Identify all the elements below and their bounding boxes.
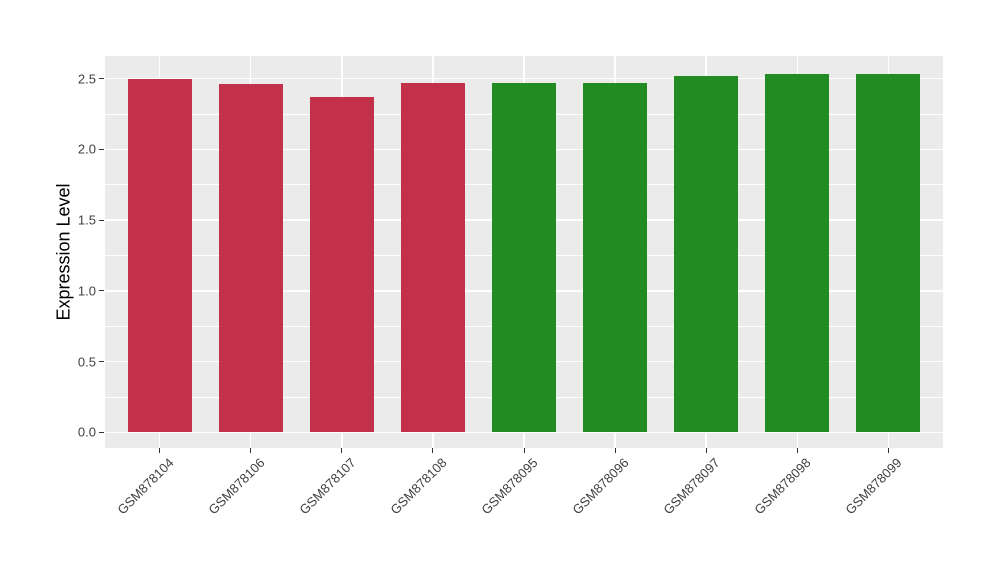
- y-tick-label: 2.0: [77, 141, 96, 157]
- bar: [583, 82, 647, 433]
- y-tick-label: 1.5: [77, 212, 96, 228]
- x-tick-mark: [341, 448, 343, 453]
- plot-panel: [105, 56, 943, 448]
- y-tick-mark: [99, 78, 104, 80]
- bar: [856, 74, 921, 433]
- bar: [401, 82, 465, 433]
- x-tick-label: GSM878098: [751, 455, 814, 518]
- x-tick-mark: [432, 448, 434, 453]
- y-axis-title: Expression Level: [53, 183, 74, 321]
- y-tick-label: 0.5: [77, 354, 96, 370]
- x-tick-mark: [705, 448, 707, 453]
- y-tick-mark: [99, 219, 104, 221]
- y-tick-mark: [99, 290, 104, 292]
- y-tick-mark: [99, 148, 104, 150]
- x-tick-label: GSM878106: [205, 455, 268, 518]
- x-tick-mark: [887, 448, 889, 453]
- x-tick-mark: [796, 448, 798, 453]
- bar: [492, 82, 556, 433]
- x-tick-label: GSM878099: [842, 455, 905, 518]
- bar: [218, 84, 283, 433]
- x-tick-mark: [250, 448, 252, 453]
- x-tick-label: GSM878104: [114, 455, 177, 518]
- x-tick-label: GSM878096: [569, 455, 632, 518]
- y-tick-label: 1.0: [77, 283, 96, 299]
- bar: [765, 74, 830, 433]
- y-tick-mark: [99, 361, 104, 363]
- bar: [309, 97, 374, 433]
- y-tick-mark: [99, 431, 104, 433]
- x-tick-label: GSM878108: [387, 455, 450, 518]
- bar: [674, 75, 739, 433]
- y-tick-label: 0.0: [77, 424, 96, 440]
- x-tick-mark: [614, 448, 616, 453]
- x-tick-mark: [159, 448, 161, 453]
- x-tick-label: GSM878097: [660, 455, 723, 518]
- x-tick-label: GSM878095: [478, 455, 541, 518]
- bar: [127, 78, 192, 433]
- x-tick-mark: [523, 448, 525, 453]
- y-tick-label: 2.5: [77, 71, 96, 87]
- x-tick-label: GSM878107: [296, 455, 359, 518]
